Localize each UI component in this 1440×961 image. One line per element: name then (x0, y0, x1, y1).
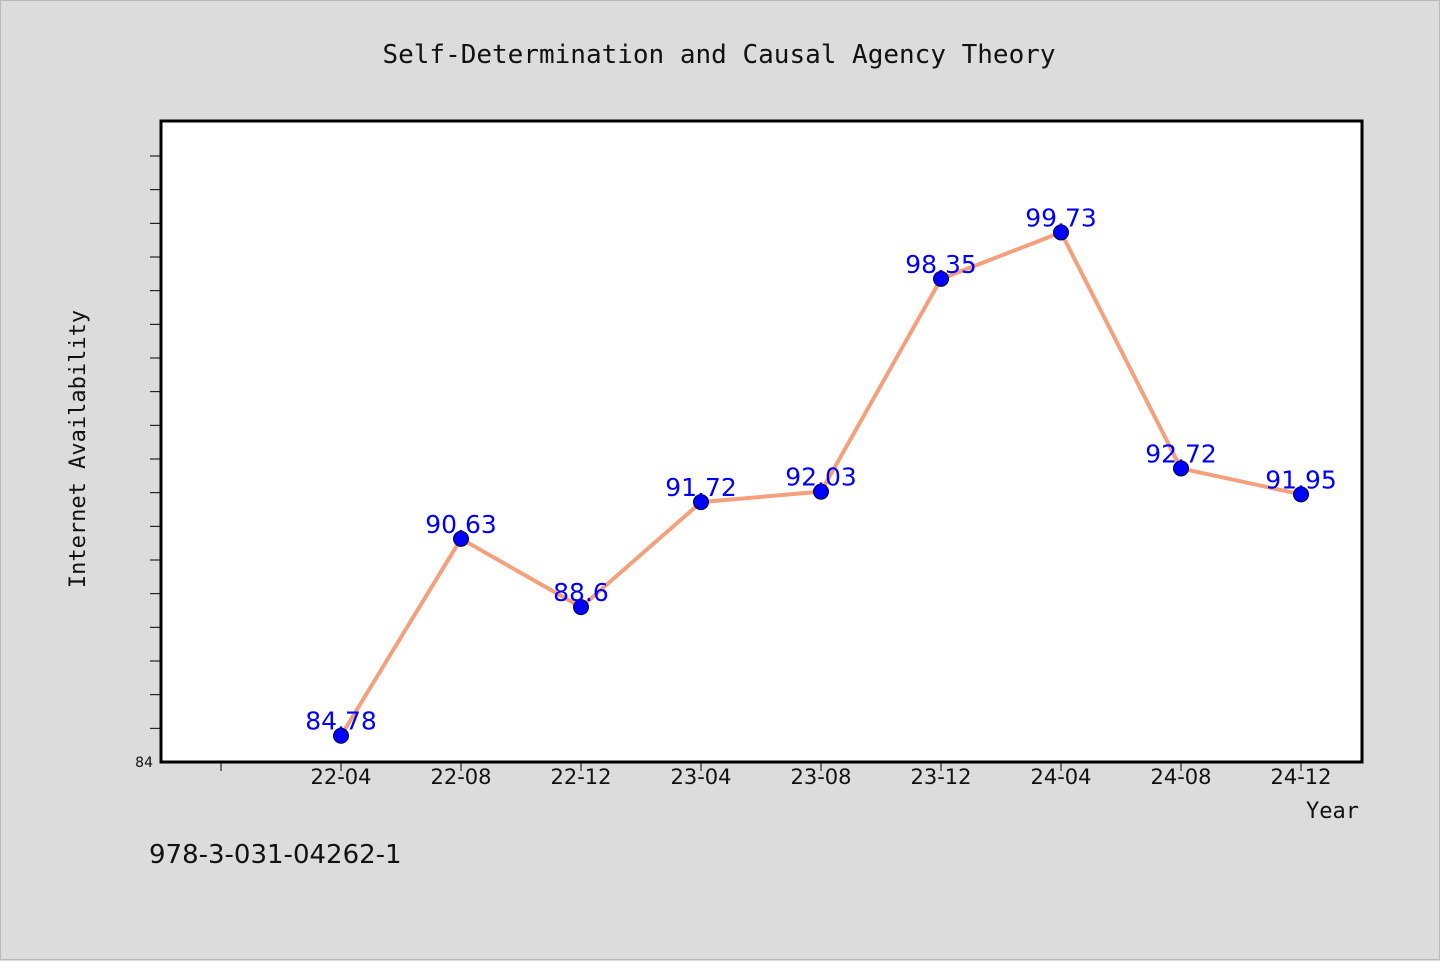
data-label: 91.72 (665, 473, 737, 502)
data-label: 92.72 (1145, 439, 1217, 468)
data-label: 90.63 (425, 510, 497, 539)
data-point (453, 530, 469, 547)
y-axis-label: Internet Availability (66, 310, 91, 588)
data-label: 88.6 (553, 578, 609, 607)
x-tick-label: 22-04 (310, 765, 371, 789)
y-axis: 84 (135, 155, 161, 771)
data-label: 99.73 (1025, 203, 1097, 232)
series-markers (333, 224, 1309, 744)
isbn-footer: 978-3-031-04262-1 (149, 840, 402, 870)
data-point (813, 483, 829, 500)
x-axis-label: Year (1306, 799, 1359, 824)
data-point (1293, 486, 1309, 503)
y-tick-label: 84 (135, 755, 153, 771)
x-tick-label: 23-04 (670, 765, 731, 789)
data-labels: 84.78 90.63 88.6 91.72 92.03 98.35 99.73 92.72 9… (305, 203, 1337, 735)
data-label: 98.35 (905, 250, 977, 279)
plot-area (159, 119, 1364, 764)
x-tick-label: 23-12 (910, 765, 971, 789)
data-point (1053, 224, 1069, 241)
x-tick-label: 24-04 (1030, 765, 1091, 789)
x-tick-label: 24-12 (1270, 765, 1331, 789)
data-label: 92.03 (785, 463, 857, 492)
data-point (933, 270, 949, 287)
data-point (573, 599, 589, 616)
x-tick-label: 22-12 (550, 765, 611, 789)
x-tick-label: 22-08 (430, 765, 491, 789)
x-axis: 22-04 22-08 22-12 23-04 23-08 23-12 24-04 24-08… (220, 762, 1332, 789)
x-tick-label: 24-08 (1150, 765, 1211, 789)
data-label: 91.95 (1265, 465, 1337, 494)
chart-title: Self-Determination and Causal Agency The… (382, 40, 1055, 70)
data-point (333, 727, 349, 744)
data-label: 84.78 (305, 707, 377, 736)
data-point (1173, 460, 1189, 477)
x-tick-label: 23-08 (790, 765, 851, 789)
data-point (693, 494, 709, 511)
